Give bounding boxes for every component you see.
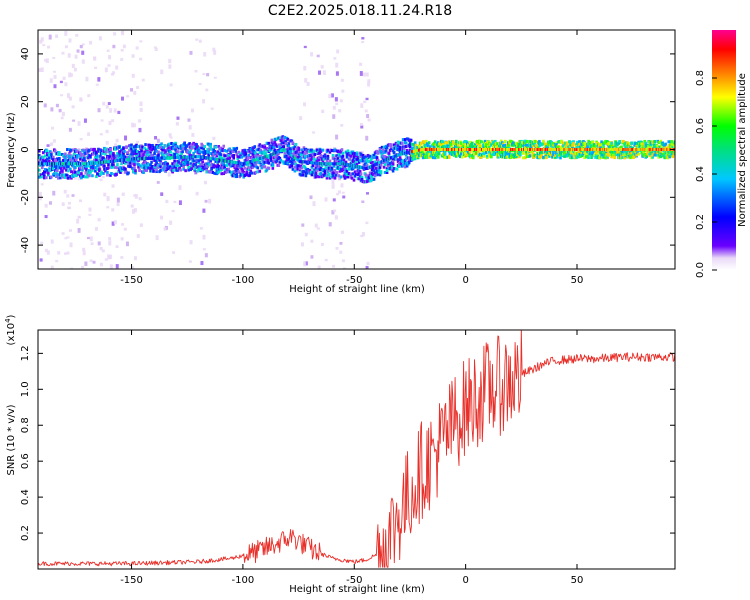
snr-scale-prefix: (x10	[6, 323, 17, 346]
colorbar-tick-label: 0.2	[695, 214, 706, 230]
x-tick-label: -50	[346, 575, 362, 586]
colorbar-tick-label: 0.6	[695, 118, 706, 134]
y-tick-label: 40	[20, 48, 31, 61]
spectrogram-y-label: Frequency (Hz)	[6, 112, 17, 188]
colorbar-tick-label: 0.0	[695, 262, 706, 278]
y-tick-label: 1.0	[20, 381, 31, 397]
y-tick-label: 0.2	[20, 525, 31, 541]
svg-text:(x104): (x104)	[4, 314, 17, 345]
colorbar-gradient	[712, 30, 736, 270]
figure-title: C2E2.2025.018.11.24.R18	[268, 3, 452, 19]
spectrogram-panel: -150 -100 -50 0 50 -40 -20 0 20 40 Height of str…	[6, 29, 676, 295]
snr-x-axis: -150 -100 -50 0 50	[120, 330, 583, 586]
snr-y-axis: 0.2 0.4 0.6 0.8 1.0 1.2	[20, 345, 675, 541]
snr-panel: -150 -100 -50 0 50 0.2 0.4 0.6 0.8 1.0 1.2 Height…	[4, 314, 676, 595]
colorbar-tick-label: 0.8	[695, 70, 706, 86]
spectrogram-x-label: Height of straight line (km)	[289, 284, 425, 295]
colorbar-label: Normalized spectral amplitude	[737, 73, 748, 227]
spectrogram-x-axis: -150 -100 -50 0 50	[120, 30, 583, 286]
y-tick-label: 20	[20, 95, 31, 108]
snr-background	[38, 330, 675, 569]
snr-series-line	[38, 330, 675, 568]
colorbar: 0.0 0.2 0.4 0.6 0.8 Normalized spectral ampl…	[695, 30, 748, 278]
x-tick-label: 0	[462, 575, 468, 586]
snr-x-label: Height of straight line (km)	[289, 584, 425, 595]
y-tick-label: 0.4	[20, 489, 31, 505]
y-tick-label: 1.2	[20, 345, 31, 361]
x-tick-label: -150	[120, 275, 143, 286]
x-tick-label: -100	[232, 575, 255, 586]
snr-scale-annotation: (x104)	[4, 314, 17, 345]
y-tick-label: -20	[20, 189, 31, 205]
x-tick-label: 0	[462, 275, 468, 286]
snr-y-label: SNR (10 * v/v)	[6, 404, 17, 475]
y-tick-label: 0.8	[20, 417, 31, 433]
x-tick-label: -150	[120, 575, 143, 586]
x-tick-label: -50	[346, 275, 362, 286]
spectrogram-heatmap	[38, 30, 675, 269]
y-tick-label: 0	[20, 146, 31, 152]
snr-frame	[37, 329, 676, 570]
y-tick-label: 0.6	[20, 453, 31, 469]
spectrogram-y-axis: -40 -20 0 20 40	[20, 48, 675, 253]
colorbar-ticks: 0.0 0.2 0.4 0.6 0.8	[695, 70, 717, 278]
colorbar-tick-label: 0.4	[695, 166, 706, 182]
x-tick-label: 50	[571, 575, 584, 586]
y-tick-label: -40	[20, 237, 31, 253]
x-tick-label: 50	[571, 275, 584, 286]
snr-scale-exponent: 4	[4, 318, 12, 323]
x-tick-label: -100	[232, 275, 255, 286]
